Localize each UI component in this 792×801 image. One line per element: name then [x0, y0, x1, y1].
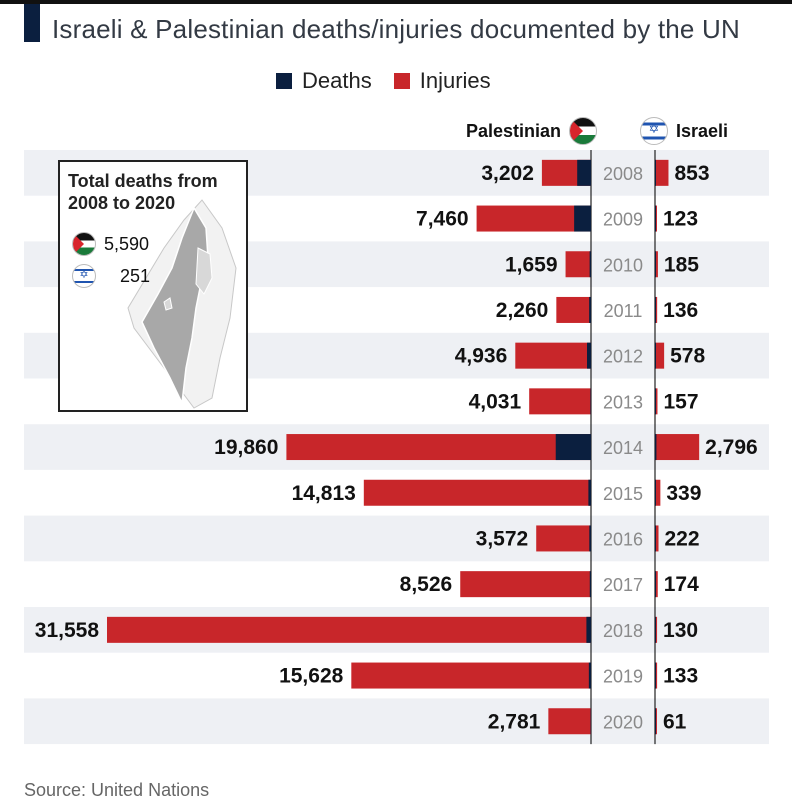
israeli-value-label: 853: [674, 162, 709, 185]
israeli-value-label: 133: [663, 665, 698, 688]
palestinian-total-deaths: 5,590: [104, 234, 149, 255]
israeli-header-label: Israeli: [676, 121, 728, 142]
palestinian-value-label: 3,202: [481, 162, 534, 185]
israeli-injuries-bar: [655, 434, 699, 460]
palestinian-column-header: Palestinian: [466, 117, 597, 145]
row-stripe: [24, 698, 769, 744]
palestinian-injuries-bar: [548, 708, 591, 734]
palestinian-value-label: 8,526: [400, 573, 453, 596]
israeli-value-label: 61: [663, 710, 687, 733]
israeli-value-label: 123: [663, 208, 698, 231]
inset-row-israeli: 251: [72, 264, 150, 288]
total-deaths-inset: Total deaths from 2008 to 2020 5,590 251: [58, 160, 248, 412]
israeli-deaths-bar: [655, 708, 656, 734]
year-label: 2012: [603, 347, 643, 367]
year-label: 2013: [603, 392, 643, 412]
israeli-value-label: 185: [664, 253, 699, 276]
palestinian-injuries-bar: [515, 343, 591, 369]
israeli-value-label: 136: [663, 299, 698, 322]
israeli-injuries-bar: [655, 343, 664, 369]
year-label: 2008: [603, 164, 643, 184]
palestinian-injuries-bar: [107, 617, 591, 643]
palestinian-injuries-bar: [556, 297, 591, 323]
palestinian-value-label: 2,260: [496, 299, 549, 322]
israel-map-icon: [124, 198, 244, 410]
palestinian-injuries-bar: [460, 571, 591, 597]
year-label: 2018: [603, 621, 643, 641]
palestinian-header-label: Palestinian: [466, 121, 561, 142]
palestinian-deaths-bar: [590, 571, 591, 597]
year-label: 2015: [603, 484, 643, 504]
israeli-value-label: 174: [664, 573, 699, 596]
israeli-deaths-bar: [655, 206, 656, 232]
year-label: 2011: [604, 301, 643, 321]
year-label: 2009: [603, 210, 643, 230]
israeli-injuries-bar: [655, 160, 668, 186]
israel-flag-icon: [72, 264, 96, 288]
palestinian-injuries-bar: [351, 663, 591, 689]
palestinian-value-label: 14,813: [292, 482, 356, 505]
palestinian-value-label: 2,781: [488, 710, 541, 733]
source-note: Source: United Nations: [24, 780, 209, 801]
israeli-value-label: 130: [663, 619, 698, 642]
palestinian-deaths-bar: [590, 388, 591, 414]
palestinian-deaths-bar: [590, 251, 591, 277]
israeli-value-label: 2,796: [705, 436, 758, 459]
palestine-flag-icon: [72, 232, 96, 256]
palestinian-injuries-bar: [364, 480, 591, 506]
palestinian-injuries-bar: [536, 525, 591, 551]
israeli-total-deaths: 251: [120, 266, 150, 287]
year-label: 2020: [603, 712, 643, 732]
palestinian-injuries-bar: [566, 251, 591, 277]
israeli-deaths-bar: [655, 480, 656, 506]
palestinian-deaths-bar: [589, 297, 591, 323]
israeli-deaths-bar: [655, 525, 656, 551]
palestinian-deaths-bar: [589, 525, 591, 551]
palestinian-value-label: 7,460: [416, 208, 469, 231]
palestinian-injuries-bar: [477, 206, 591, 232]
year-label: 2019: [603, 667, 643, 687]
palestinian-deaths-bar: [556, 434, 591, 460]
year-label: 2014: [603, 438, 643, 458]
israeli-value-label: 222: [665, 527, 700, 550]
palestinian-value-label: 19,860: [214, 436, 278, 459]
palestinian-value-label: 31,558: [35, 619, 100, 642]
palestine-flag-icon: [569, 117, 597, 145]
israeli-value-label: 578: [670, 345, 705, 368]
palestinian-deaths-bar: [574, 206, 591, 232]
palestinian-deaths-bar: [577, 160, 591, 186]
israeli-deaths-bar: [655, 434, 656, 460]
palestinian-deaths-bar: [586, 617, 591, 643]
year-label: 2016: [603, 529, 643, 549]
israeli-column-header: Israeli: [640, 117, 728, 145]
israeli-deaths-bar: [655, 343, 656, 369]
palestinian-injuries-bar: [286, 434, 591, 460]
israeli-deaths-bar: [655, 388, 656, 414]
israel-flag-icon: [640, 117, 668, 145]
israeli-deaths-bar: [655, 160, 656, 186]
inset-row-palestinian: 5,590: [72, 232, 149, 256]
palestinian-deaths-bar: [589, 663, 591, 689]
israeli-value-label: 157: [663, 390, 698, 413]
israeli-deaths-bar: [655, 571, 656, 597]
palestinian-deaths-bar: [587, 343, 591, 369]
palestinian-value-label: 4,031: [469, 390, 522, 413]
palestinian-value-label: 15,628: [279, 665, 344, 688]
palestinian-deaths-bar: [588, 480, 591, 506]
israeli-deaths-bar: [655, 251, 656, 277]
palestinian-injuries-bar: [529, 388, 591, 414]
palestinian-value-label: 4,936: [455, 345, 508, 368]
year-label: 2017: [603, 575, 643, 595]
israeli-deaths-bar: [655, 617, 656, 643]
israeli-deaths-bar: [655, 663, 656, 689]
israeli-value-label: 339: [666, 482, 701, 505]
palestinian-value-label: 3,572: [476, 527, 529, 550]
inset-title: Total deaths from 2008 to 2020: [68, 170, 244, 214]
israeli-deaths-bar: [655, 297, 656, 323]
year-label: 2010: [603, 255, 643, 275]
palestinian-value-label: 1,659: [505, 253, 558, 276]
